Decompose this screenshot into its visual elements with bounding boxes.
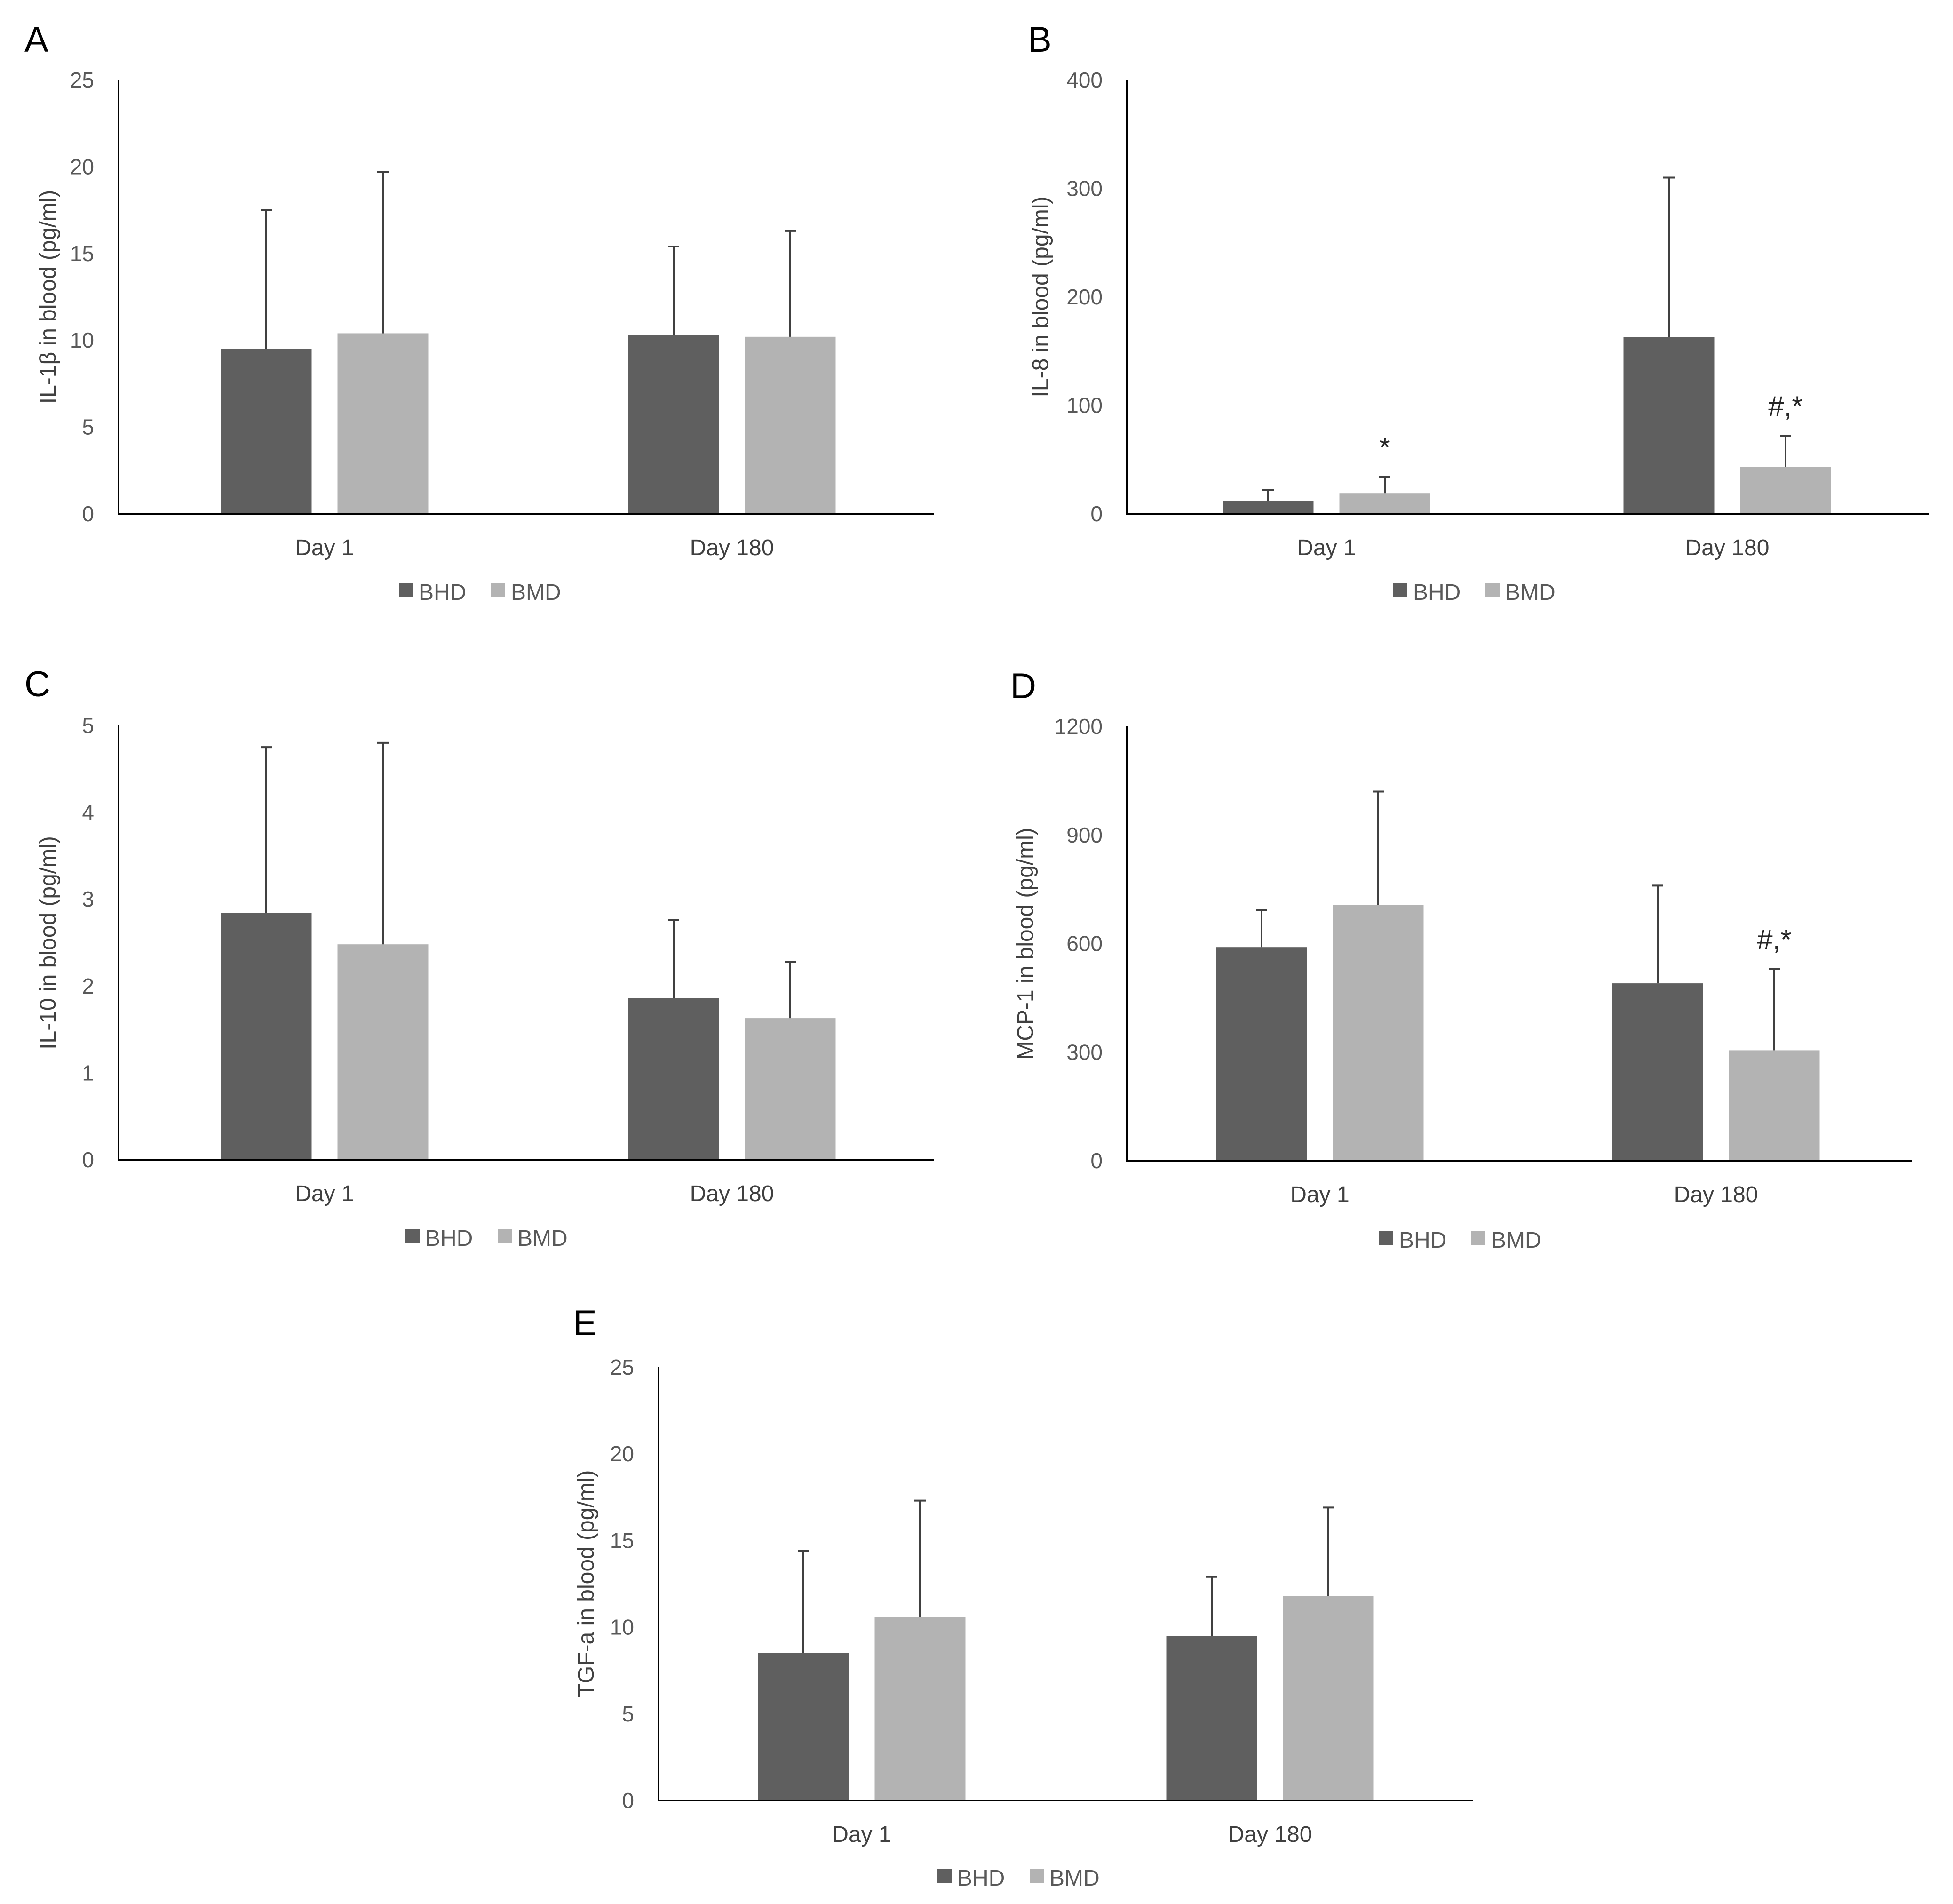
panel-letter: D bbox=[1010, 666, 1036, 706]
bar-bhd bbox=[758, 1653, 849, 1800]
x-tick-label: Day 1 bbox=[1297, 535, 1356, 560]
legend-label: BHD bbox=[419, 580, 466, 605]
y-tick-label: 10 bbox=[70, 328, 94, 352]
y-tick-label: 0 bbox=[82, 502, 94, 526]
x-tick-label: Day 180 bbox=[690, 1181, 774, 1206]
y-tick-label: 600 bbox=[1066, 932, 1103, 956]
x-tick-label: Day 1 bbox=[295, 535, 354, 560]
y-tick-label: 15 bbox=[610, 1528, 634, 1553]
bar-bmd bbox=[745, 1018, 836, 1160]
y-axis-label: TGF-a in blood (pg/ml) bbox=[574, 1470, 599, 1697]
bar-bmd bbox=[1339, 493, 1430, 514]
y-tick-label: 300 bbox=[1066, 176, 1103, 201]
legend-swatch-bhd bbox=[1379, 1231, 1393, 1245]
panel-E: E 0 5 10 15 20 25 TGF-a in blood (pg/ml) Day 1 Da… bbox=[573, 1303, 1473, 1891]
legend-swatch-bmd bbox=[491, 583, 505, 597]
legend-label: BMD bbox=[1049, 1866, 1100, 1891]
y-tick-label: 5 bbox=[82, 713, 94, 738]
bar-bmd bbox=[1740, 467, 1831, 514]
bar-bmd bbox=[874, 1617, 966, 1800]
panel-D: D 0 300 600 900 1200 MCP-1 in blood (pg/ml) Day… bbox=[1010, 666, 1912, 1253]
significance-annotation: * bbox=[1379, 432, 1390, 463]
y-tick-label: 0 bbox=[1090, 1148, 1103, 1173]
legend-label: BMD bbox=[1491, 1228, 1541, 1253]
panel-C: C 0 1 2 3 4 5 IL-10 in blood (pg/ml) Day 1 Day 18… bbox=[24, 664, 934, 1251]
panel-letter: A bbox=[24, 20, 48, 60]
x-tick-label: Day 180 bbox=[1674, 1182, 1758, 1207]
y-tick-label: 15 bbox=[70, 241, 94, 266]
significance-annotation: #,* bbox=[1768, 390, 1802, 422]
legend-label: BHD bbox=[1413, 580, 1461, 605]
y-tick-label: 4 bbox=[82, 800, 94, 825]
significance-annotation: #,* bbox=[1757, 924, 1791, 955]
bar-bmd bbox=[1729, 1050, 1820, 1161]
legend-label: BHD bbox=[1399, 1228, 1446, 1253]
y-axis-label: IL-1β in blood (pg/ml) bbox=[36, 190, 61, 404]
legend-label: BHD bbox=[957, 1866, 1005, 1891]
legend-swatch-bhd bbox=[937, 1869, 952, 1883]
y-tick-label: 25 bbox=[70, 68, 94, 92]
legend-swatch-bmd bbox=[1030, 1869, 1044, 1883]
panel-letter: C bbox=[24, 664, 50, 704]
panel-letter: E bbox=[573, 1303, 597, 1343]
legend-swatch-bmd bbox=[498, 1229, 512, 1243]
legend-swatch-bhd bbox=[399, 583, 413, 597]
x-tick-label: Day 1 bbox=[832, 1822, 891, 1847]
y-tick-label: 400 bbox=[1066, 68, 1103, 92]
y-tick-label: 5 bbox=[82, 415, 94, 439]
y-axis-label: IL-8 in blood (pg/ml) bbox=[1028, 197, 1053, 398]
bar-bhd bbox=[1166, 1636, 1257, 1800]
x-tick-label: Day 180 bbox=[1685, 535, 1770, 560]
y-tick-label: 20 bbox=[70, 154, 94, 179]
legend-swatch-bhd bbox=[1393, 583, 1407, 597]
y-tick-label: 0 bbox=[82, 1147, 94, 1172]
bar-bhd bbox=[628, 335, 719, 514]
legend-swatch-bhd bbox=[405, 1229, 420, 1243]
bar-bmd bbox=[1283, 1596, 1374, 1800]
legend-label: BMD bbox=[517, 1226, 568, 1251]
y-tick-label: 1200 bbox=[1055, 714, 1103, 739]
bar-bhd bbox=[1612, 983, 1703, 1161]
y-tick-label: 20 bbox=[610, 1442, 634, 1466]
bar-bhd bbox=[628, 998, 719, 1160]
bar-bmd bbox=[745, 336, 836, 514]
bar-bmd bbox=[1333, 905, 1424, 1161]
bar-bhd bbox=[1223, 501, 1314, 514]
legend-swatch-bmd bbox=[1485, 583, 1500, 597]
y-tick-label: 10 bbox=[610, 1615, 634, 1640]
x-tick-label: Day 180 bbox=[1228, 1822, 1312, 1847]
y-tick-label: 0 bbox=[622, 1788, 634, 1813]
legend-label: BMD bbox=[511, 580, 561, 605]
panel-B: B 0 100 200 300 400 IL-8 in blood (pg/ml) * Day … bbox=[1028, 20, 1929, 605]
bar-bmd bbox=[337, 944, 429, 1160]
y-tick-label: 2 bbox=[82, 974, 94, 998]
bar-bhd bbox=[221, 349, 312, 514]
x-tick-label: Day 1 bbox=[1290, 1182, 1349, 1207]
y-tick-label: 5 bbox=[622, 1702, 634, 1726]
bar-bhd bbox=[221, 913, 312, 1160]
y-axis-label: MCP-1 in blood (pg/ml) bbox=[1013, 828, 1038, 1060]
bar-bmd bbox=[337, 333, 429, 514]
bar-bhd bbox=[1623, 337, 1715, 514]
y-tick-label: 200 bbox=[1066, 285, 1103, 309]
y-tick-label: 25 bbox=[610, 1355, 634, 1379]
legend-swatch-bmd bbox=[1471, 1231, 1485, 1245]
legend-label: BMD bbox=[1505, 580, 1556, 605]
y-tick-label: 0 bbox=[1090, 502, 1103, 526]
y-tick-label: 900 bbox=[1066, 823, 1103, 847]
panel-letter: B bbox=[1028, 20, 1052, 60]
bar-bhd bbox=[1216, 947, 1307, 1161]
y-tick-label: 3 bbox=[82, 887, 94, 911]
y-tick-label: 100 bbox=[1066, 393, 1103, 418]
x-tick-label: Day 1 bbox=[295, 1181, 354, 1206]
panel-A: A 0 5 10 15 20 25 IL-1β in blood (pg/ml) Day 1 Da… bbox=[24, 20, 934, 605]
y-axis-label: IL-10 in blood (pg/ml) bbox=[36, 836, 61, 1050]
y-tick-label: 1 bbox=[82, 1060, 94, 1085]
legend-label: BHD bbox=[425, 1226, 473, 1251]
x-tick-label: Day 180 bbox=[690, 535, 774, 560]
y-tick-label: 300 bbox=[1066, 1040, 1103, 1064]
